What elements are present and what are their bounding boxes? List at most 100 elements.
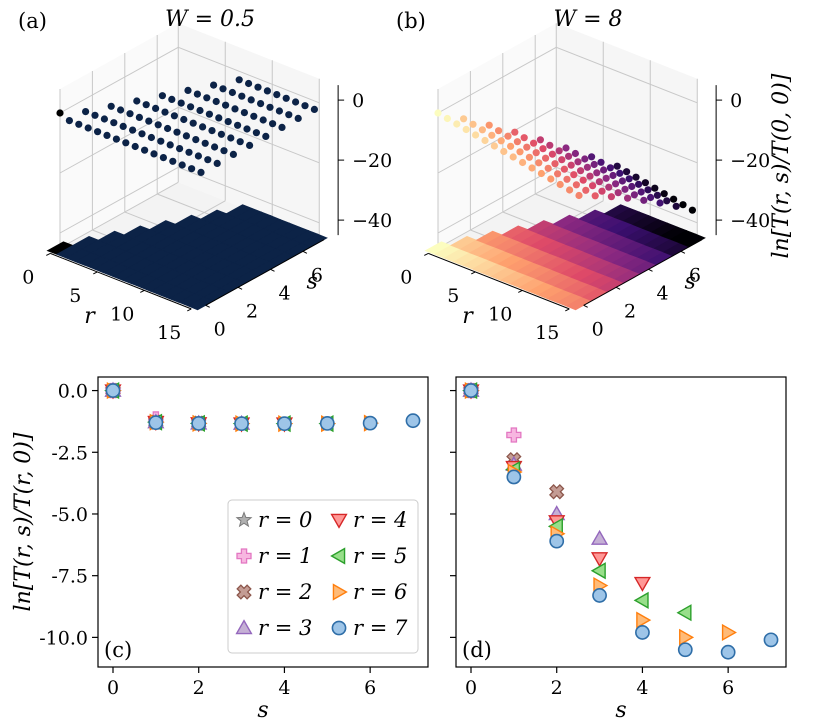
data-point xyxy=(117,106,125,114)
data-point xyxy=(231,105,239,113)
data-point xyxy=(460,115,468,123)
data-point xyxy=(555,147,563,155)
data-point xyxy=(152,104,160,112)
legend-label: r = 1 xyxy=(258,544,312,568)
legend-label: r = 5 xyxy=(353,544,407,568)
data-point xyxy=(677,642,693,658)
data-point xyxy=(607,193,616,201)
data-point xyxy=(602,174,610,182)
data-point xyxy=(234,121,242,129)
s-tick xyxy=(648,268,653,272)
data-point xyxy=(485,121,493,129)
z-axis-label: ln[T(r, s)/T(0, 0)] xyxy=(769,73,794,258)
data-point xyxy=(679,628,695,646)
r-tick xyxy=(471,271,476,275)
data-point xyxy=(278,123,286,131)
data-point xyxy=(228,88,236,97)
y-tick-label: -7.5 xyxy=(51,566,88,588)
data-point xyxy=(310,105,318,113)
data-point xyxy=(676,604,692,622)
data-point xyxy=(672,202,680,210)
data-point xyxy=(211,143,219,151)
data-point xyxy=(252,129,260,137)
data-point xyxy=(500,147,508,156)
data-point xyxy=(507,142,515,150)
r-tick-label: 0 xyxy=(400,266,412,288)
data-point xyxy=(65,117,73,125)
r-tick xyxy=(46,252,51,256)
data-point xyxy=(525,153,534,161)
data-point xyxy=(56,109,64,117)
legend-marker xyxy=(332,583,348,601)
data-point xyxy=(621,185,629,193)
data-point xyxy=(100,115,108,123)
s-axis-label: s xyxy=(684,269,695,294)
r-axis xyxy=(50,252,192,310)
data-point xyxy=(504,132,512,140)
floor-cell xyxy=(300,233,328,248)
r-tick xyxy=(93,271,98,275)
data-point xyxy=(220,147,228,155)
legend-marker xyxy=(235,619,253,635)
data-point xyxy=(509,153,517,161)
data-point xyxy=(234,416,249,432)
z-tick-label: −20 xyxy=(730,150,770,172)
data-point xyxy=(628,182,636,191)
data-point xyxy=(84,124,92,132)
data-point xyxy=(651,184,659,192)
data-point xyxy=(637,188,645,196)
data-point xyxy=(588,153,596,161)
x-tick-label: 6 xyxy=(364,677,376,699)
data-point xyxy=(635,625,650,640)
data-point xyxy=(630,191,639,199)
gridline xyxy=(437,181,557,249)
data-point xyxy=(217,130,225,138)
data-point xyxy=(721,623,737,642)
y-tick-label: -5.0 xyxy=(51,504,88,526)
data-point xyxy=(582,186,590,194)
y-tick-label: 0.0 xyxy=(58,381,88,403)
data-point xyxy=(663,197,671,205)
s-tick-label: 4 xyxy=(278,282,290,304)
data-point xyxy=(472,131,480,139)
z-tick-label: −20 xyxy=(352,150,392,172)
data-point xyxy=(247,96,255,104)
data-point xyxy=(138,130,146,138)
data-point xyxy=(273,91,281,99)
data-point xyxy=(600,166,608,174)
data-point xyxy=(91,111,99,119)
x-axis-label: s xyxy=(257,698,268,723)
data-point xyxy=(197,168,205,176)
data-point xyxy=(554,170,562,178)
data-point xyxy=(612,180,620,188)
data-point xyxy=(213,159,221,167)
data-point xyxy=(269,120,277,128)
r-axis-label: r xyxy=(84,304,96,329)
data-point xyxy=(660,190,668,198)
chart-title: W = 0.5 xyxy=(165,7,255,32)
data-point xyxy=(110,119,118,127)
x-tick-label: 6 xyxy=(722,677,734,699)
r-tick-label: 0 xyxy=(22,266,34,288)
x-tick-label: 2 xyxy=(193,677,205,699)
data-point xyxy=(262,132,270,140)
legend-marker xyxy=(331,620,347,636)
data-point xyxy=(636,611,652,629)
data-point xyxy=(583,163,592,171)
legend-marker xyxy=(330,513,348,529)
data-point xyxy=(129,126,137,134)
data-point xyxy=(148,415,164,431)
data-point xyxy=(215,114,223,122)
s-tick-label: 2 xyxy=(624,300,636,322)
data-point xyxy=(145,117,153,125)
plot-frame xyxy=(97,376,429,668)
data-point xyxy=(188,165,196,173)
data-point xyxy=(565,152,573,160)
back-wall xyxy=(60,23,179,248)
y-tick-label: -10.0 xyxy=(39,627,88,649)
r-tick-label: 5 xyxy=(69,285,81,307)
data-point xyxy=(161,108,169,116)
data-point xyxy=(549,484,565,500)
r-tick-label: 15 xyxy=(535,322,559,344)
s-axis xyxy=(205,239,325,306)
